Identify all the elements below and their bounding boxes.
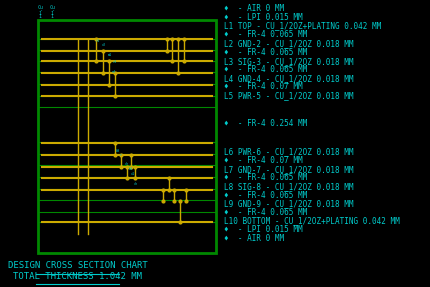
Text: DESIGN CROSS SECTION CHART: DESIGN CROSS SECTION CHART: [8, 261, 147, 270]
Text: r2: r2: [101, 44, 106, 47]
Text: r: r: [119, 154, 121, 157]
Text: L6 PWR-6 - CU_1/2OZ 0.018 MM: L6 PWR-6 - CU_1/2OZ 0.018 MM: [224, 148, 353, 157]
Text: c1: c1: [131, 172, 135, 176]
Text: ♦  - LPI 0.015 MM: ♦ - LPI 0.015 MM: [224, 13, 302, 22]
Text: ♦  - FR-4 0.065 MM: ♦ - FR-4 0.065 MM: [224, 30, 307, 39]
Text: L10 BOTTOM - CU_1/2OZ+PLATING 0.042 MM: L10 BOTTOM - CU_1/2OZ+PLATING 0.042 MM: [224, 216, 399, 226]
Text: ch: ch: [124, 162, 129, 166]
Text: Cu: Cu: [49, 5, 55, 9]
Bar: [38, 20, 216, 253]
Text: ♦  - FR-4 0.065 MM: ♦ - FR-4 0.065 MM: [224, 208, 307, 217]
Text: L4 GND-4 - CU_1/2OZ 0.018 MM: L4 GND-4 - CU_1/2OZ 0.018 MM: [224, 74, 353, 83]
Text: r1: r1: [95, 39, 100, 42]
Text: ♦  - AIR 0 MM: ♦ - AIR 0 MM: [224, 4, 284, 13]
Text: ch: ch: [134, 182, 138, 186]
Text: ♦  - FR-4 0.065 MM: ♦ - FR-4 0.065 MM: [224, 173, 307, 183]
Text: L3 SIG-3 - CU_1/2OZ 0.018 MM: L3 SIG-3 - CU_1/2OZ 0.018 MM: [224, 57, 353, 66]
Text: m1: m1: [108, 53, 112, 57]
Text: ♦  - FR-4 0.065 MM: ♦ - FR-4 0.065 MM: [224, 65, 307, 74]
Text: b0: b0: [116, 149, 120, 153]
Text: 1: 1: [39, 11, 42, 16]
Text: Cu: Cu: [37, 5, 43, 9]
Text: L8 SIG-8 - CU_1/2OZ 0.018 MM: L8 SIG-8 - CU_1/2OZ 0.018 MM: [224, 182, 353, 191]
Text: nf: nf: [111, 70, 116, 74]
Text: 1: 1: [51, 14, 54, 19]
Text: ♦  - FR-4 0.065 MM: ♦ - FR-4 0.065 MM: [224, 48, 307, 57]
Text: L1 TOP - CU_1/2OZ+PLATING 0.042 MM: L1 TOP - CU_1/2OZ+PLATING 0.042 MM: [224, 21, 381, 30]
Text: 1: 1: [39, 14, 42, 19]
Text: TOTAL THICKNESS 1.042 MM: TOTAL THICKNESS 1.042 MM: [13, 272, 142, 281]
Text: ♦  - AIR 0 MM: ♦ - AIR 0 MM: [224, 234, 284, 243]
Text: ♦  - FR-4 0.07 MM: ♦ - FR-4 0.07 MM: [224, 156, 302, 165]
Text: -: -: [51, 8, 54, 13]
Text: r3: r3: [113, 60, 117, 63]
Text: L9 GND-9 - CU_1/2OZ 0.018 MM: L9 GND-9 - CU_1/2OZ 0.018 MM: [224, 199, 353, 208]
Text: 1: 1: [51, 11, 54, 16]
Text: b3: b3: [129, 167, 133, 171]
Text: L5 PWR-5 - CU_1/2OZ 0.018 MM: L5 PWR-5 - CU_1/2OZ 0.018 MM: [224, 91, 353, 100]
Text: ♦  - FR-4 0.254 MM: ♦ - FR-4 0.254 MM: [224, 119, 307, 128]
Text: -: -: [39, 8, 42, 13]
Text: ♦  - FR-4 0.07 MM: ♦ - FR-4 0.07 MM: [224, 82, 302, 92]
Text: ♦  - FR-4 0.065 MM: ♦ - FR-4 0.065 MM: [224, 191, 307, 200]
Text: L7 GND-7 - CU_1/2OZ 0.018 MM: L7 GND-7 - CU_1/2OZ 0.018 MM: [224, 165, 353, 174]
Text: L2 GND-2 - CU_1/2OZ 0.018 MM: L2 GND-2 - CU_1/2OZ 0.018 MM: [224, 39, 353, 49]
Text: ♦  - LPI 0.015 MM: ♦ - LPI 0.015 MM: [224, 225, 302, 234]
